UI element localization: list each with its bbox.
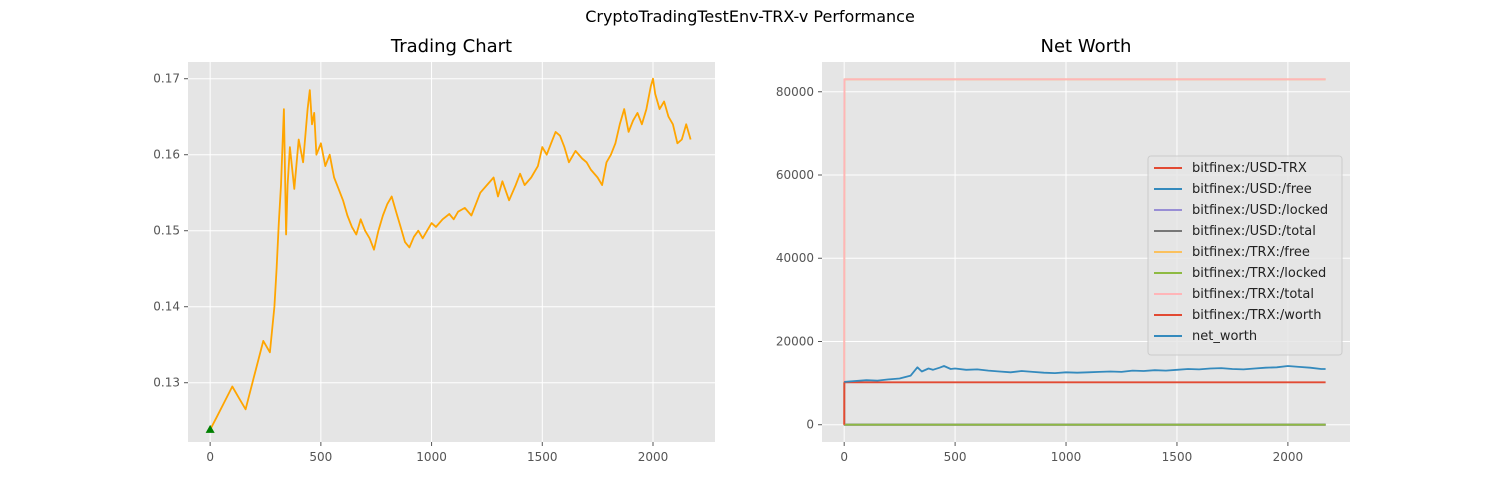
legend: bitfinex:/USD-TRX bitfinex:/USD:/free bitf… — [1147, 155, 1343, 356]
y-tick-label: 60000 — [776, 168, 814, 182]
y-tick-label: 0.17 — [153, 72, 180, 86]
x-tick-label: 1000 — [416, 450, 447, 464]
legend-label-bitfinex-usd-free: bitfinex:/USD:/free — [1192, 182, 1312, 197]
y-tick-label: 40000 — [776, 251, 814, 265]
chart-title: Net Worth — [1041, 36, 1132, 57]
y-tick-label: 0.14 — [153, 300, 180, 314]
series-line-net-worth — [844, 365, 1326, 383]
x-tick-label: 2000 — [638, 450, 669, 464]
series-line-price — [209, 77, 692, 431]
legend-label-bitfinex-trx-worth: bitfinex:/TRX:/worth — [1192, 308, 1322, 323]
legend-frame — [1147, 155, 1343, 356]
series-group — [843, 78, 1326, 426]
y-tick-label: 0.16 — [153, 148, 180, 162]
x-tick-label: 1500 — [1162, 450, 1193, 464]
figure-suptitle: CryptoTradingTestEnv-TRX-v Performance — [585, 7, 915, 26]
y-tick-label: 0.15 — [153, 224, 180, 238]
y-tick-label: 20000 — [776, 334, 814, 348]
legend-label-bitfinex-trx-free: bitfinex:/TRX:/free — [1192, 245, 1310, 260]
buy-marker — [205, 424, 215, 433]
legend-label-net-worth: net_worth — [1192, 329, 1257, 344]
legend-label-bitfinex-usd-locked: bitfinex:/USD:/locked — [1192, 203, 1328, 218]
plot-area — [188, 62, 715, 442]
series-line-bitfinex-trx-total — [843, 78, 1326, 425]
legend-label-bitfinex-trx-locked: bitfinex:/TRX:/locked — [1192, 266, 1326, 281]
legend-label-bitfinex-usd-total: bitfinex:/USD:/total — [1192, 224, 1316, 239]
x-tick-label: 0 — [206, 450, 214, 464]
chart-trading-chart: 0 500 1000 1500 2000 0.13 0.14 0.15 0.16 0.17 Trad… — [153, 36, 715, 464]
y-tick-label: 0.13 — [153, 376, 180, 390]
y-tick-label: 80000 — [776, 85, 814, 99]
series-group — [209, 77, 692, 431]
x-tick-label: 500 — [944, 450, 967, 464]
chart-title: Trading Chart — [390, 36, 512, 57]
legend-label-bitfinex-trx-total: bitfinex:/TRX:/total — [1192, 287, 1314, 302]
x-tick-label: 500 — [309, 450, 332, 464]
x-tick-label: 2000 — [1273, 450, 1304, 464]
y-tick-label: 0 — [806, 418, 814, 432]
legend-label-bitfinex-usd-trx: bitfinex:/USD-TRX — [1192, 161, 1307, 176]
x-tick-label: 1000 — [1051, 450, 1082, 464]
chart-net-worth: 0 500 1000 1500 2000020000400006000080000Net… — [776, 36, 1350, 464]
x-tick-label: 1500 — [527, 450, 558, 464]
x-tick-label: 0 — [840, 450, 848, 464]
